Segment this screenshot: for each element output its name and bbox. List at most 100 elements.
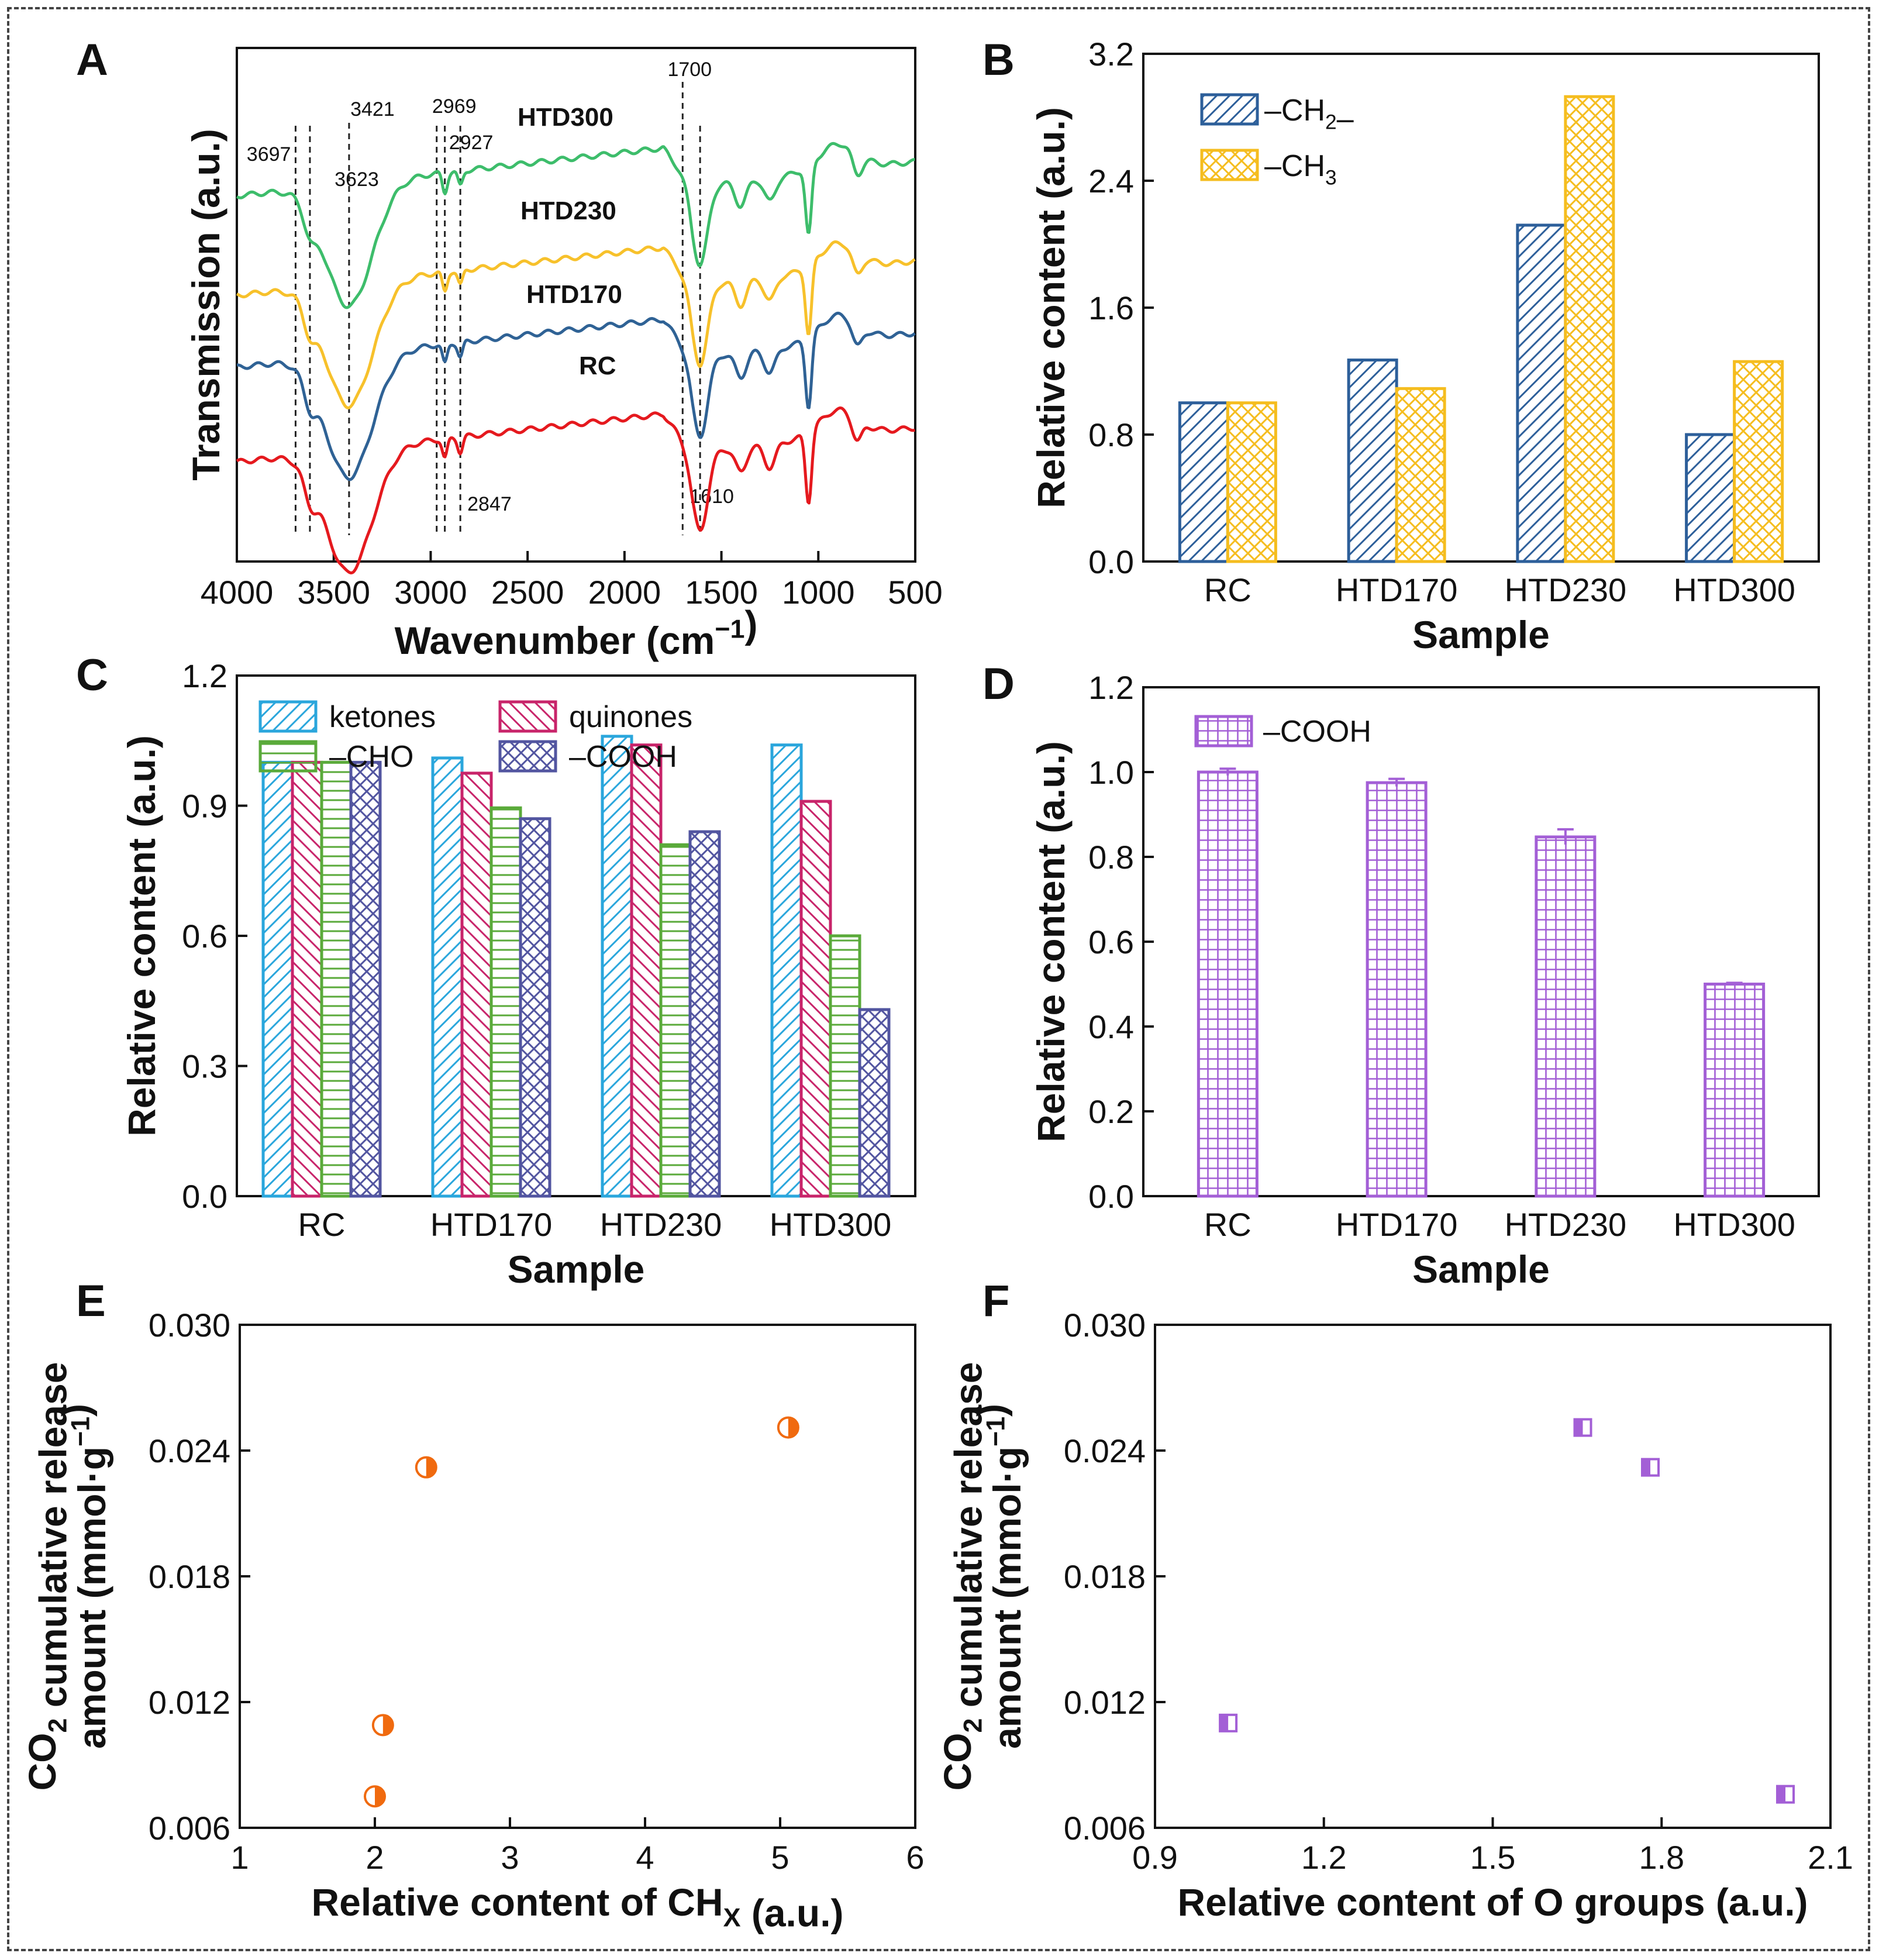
wavenumber-label: 3697: [247, 143, 291, 166]
figure-frame: [7, 7, 1870, 1951]
wavenumber-label: 2847: [467, 493, 512, 515]
x-tick-label: 0.9: [1132, 1839, 1178, 1876]
y-tick-label: 0.0: [1088, 543, 1134, 580]
x-tick-label: 2500: [491, 574, 564, 611]
panel-e: E 1 2 3 4 5 6 0.006 0.012 0.018 0.024 0.030 Relative…: [20, 1276, 925, 1934]
x-tick-label: HTD170: [1336, 571, 1458, 608]
bar-rc-0: [261, 760, 294, 1198]
wavenumber-label: 1610: [689, 485, 734, 508]
x-tick-label: HTD300: [1673, 1206, 1795, 1243]
y-axis-title-line1: CO2 cumulative release: [20, 1362, 74, 1791]
spectrum-line-rc: [236, 406, 916, 574]
wavenumber-label: 2927: [449, 132, 494, 154]
bar-htd230-1: [1564, 95, 1615, 563]
legend-swatch: [258, 740, 318, 773]
plot-frame: [239, 1324, 916, 1829]
x-tick-label: 1500: [685, 574, 758, 611]
x-tick-label: RC: [298, 1206, 346, 1243]
x-axis-title: Sample: [1412, 613, 1550, 656]
y-axis-title: Relative content (a.u.): [1029, 107, 1073, 508]
y-tick-label: 1.6: [1088, 290, 1134, 326]
bar-htd230-0: [601, 735, 633, 1198]
legend-swatch: [1194, 715, 1253, 748]
y-tick-label: 0.4: [1088, 1008, 1134, 1045]
scatter-point-fill: [375, 1786, 385, 1807]
x-tick-label: 4000: [201, 574, 274, 611]
panel-label-d: D: [982, 659, 1015, 709]
panel-a: A 4000 3500 3000 2500 2000 1500 1000 500 Wavenumb…: [76, 35, 943, 662]
spectrum-line-htd170: [236, 311, 916, 481]
bar-htd300-3: [858, 1008, 891, 1198]
x-tick-label: 500: [888, 574, 942, 611]
y-tick-label: 0.0: [182, 1178, 227, 1215]
bar-htd230-3: [688, 830, 721, 1198]
bar-rc-1: [291, 760, 323, 1198]
x-axis-title: Relative content of O groups (a.u.): [1177, 1880, 1808, 1924]
series-label: HTD230: [520, 197, 616, 225]
y-axis-title: Transmission (a.u.): [184, 129, 227, 480]
y-tick-label: 0.024: [149, 1432, 230, 1469]
x-tick-label: HTD170: [1336, 1206, 1458, 1243]
x-axis-title: Sample: [1412, 1248, 1550, 1291]
legend-swatch: [498, 700, 557, 733]
x-tick-label: 5: [771, 1839, 789, 1876]
panel-f: F 0.9 1.2 1.5 1.8 2.1 0.006 0.012 0.018 0.024 0.03…: [936, 1276, 1853, 1924]
y-axis-title: Relative content (a.u.): [120, 735, 163, 1136]
y-tick-label: 0.030: [149, 1307, 230, 1344]
panel-label-b: B: [982, 35, 1015, 85]
x-tick-label: HTD230: [1505, 1206, 1627, 1243]
scatter-point-fill: [426, 1457, 436, 1477]
scatter-point-fill: [382, 1715, 393, 1735]
wavenumber-label: 2969: [432, 95, 477, 118]
x-tick-label: RC: [1204, 1206, 1251, 1243]
legend-swatch: [1200, 93, 1259, 126]
wavenumber-label: 1700: [667, 58, 712, 81]
y-tick-label: 0.8: [1088, 416, 1134, 453]
panel-label-c: C: [76, 650, 108, 700]
x-tick-label: 1000: [782, 574, 855, 611]
plot-frame: [236, 47, 916, 563]
x-tick-label: HTD230: [1505, 571, 1627, 608]
scatter-point-fill: [1574, 1419, 1583, 1436]
bar-htd300-1: [1733, 360, 1784, 563]
wavenumber-label: 3421: [350, 98, 395, 120]
y-tick-label: 1.2: [1088, 669, 1134, 706]
y-tick-label: 3.2: [1088, 36, 1134, 73]
scatter-point-fill: [1642, 1459, 1650, 1476]
y-tick-label: 0.006: [149, 1810, 230, 1847]
panel-c: C 0.0 0.3 0.6 0.9 1.2 RC HTD170 HTD230 HTD300 Samp…: [76, 650, 916, 1291]
wavenumber-label: 3623: [335, 168, 379, 191]
y-tick-label: 0.018: [1064, 1558, 1146, 1595]
y-axis-title: Relative content (a.u.): [1029, 741, 1073, 1142]
scatter-point-fill: [1220, 1714, 1229, 1731]
bar-htd300-0: [1704, 983, 1766, 1198]
bar-htd170-3: [519, 817, 551, 1198]
legend-label: –CHO: [329, 740, 413, 774]
scatter-point-fill: [1777, 1786, 1785, 1803]
y-tick-label: 0.030: [1064, 1307, 1146, 1344]
y-tick-label: 0.012: [149, 1684, 230, 1721]
legend-label: –CH2–: [1264, 94, 1354, 136]
x-tick-label: RC: [1204, 571, 1251, 608]
spectrum-line-htd300: [236, 142, 915, 309]
panel-label-f: F: [982, 1276, 1009, 1326]
y-tick-label: 0.012: [1064, 1684, 1146, 1721]
bar-htd230-0: [1535, 835, 1597, 1198]
y-tick-label: 0.2: [1088, 1093, 1134, 1130]
x-tick-label: 2: [366, 1839, 384, 1876]
x-tick-label: 3500: [297, 574, 370, 611]
x-tick-label: HTD300: [1673, 571, 1795, 608]
y-tick-label: 0.0: [1088, 1178, 1134, 1215]
x-tick-label: 4: [636, 1839, 654, 1876]
bar-htd170-0: [1347, 359, 1398, 563]
y-axis-title-line1: CO2 cumulative release: [936, 1362, 990, 1791]
bar-htd230-0: [1516, 223, 1567, 563]
bar-htd300-2: [829, 934, 861, 1198]
panel-b: B 0.0 0.8 1.6 2.4 3.2 RC HTD170 HTD230 HTD300 Samp…: [982, 35, 1820, 656]
y-tick-label: 0.9: [182, 788, 227, 825]
x-tick-label: 1: [230, 1839, 249, 1876]
y-tick-label: 2.4: [1088, 163, 1134, 199]
x-tick-label: 1.2: [1301, 1839, 1347, 1876]
y-tick-label: 0.006: [1064, 1810, 1146, 1847]
